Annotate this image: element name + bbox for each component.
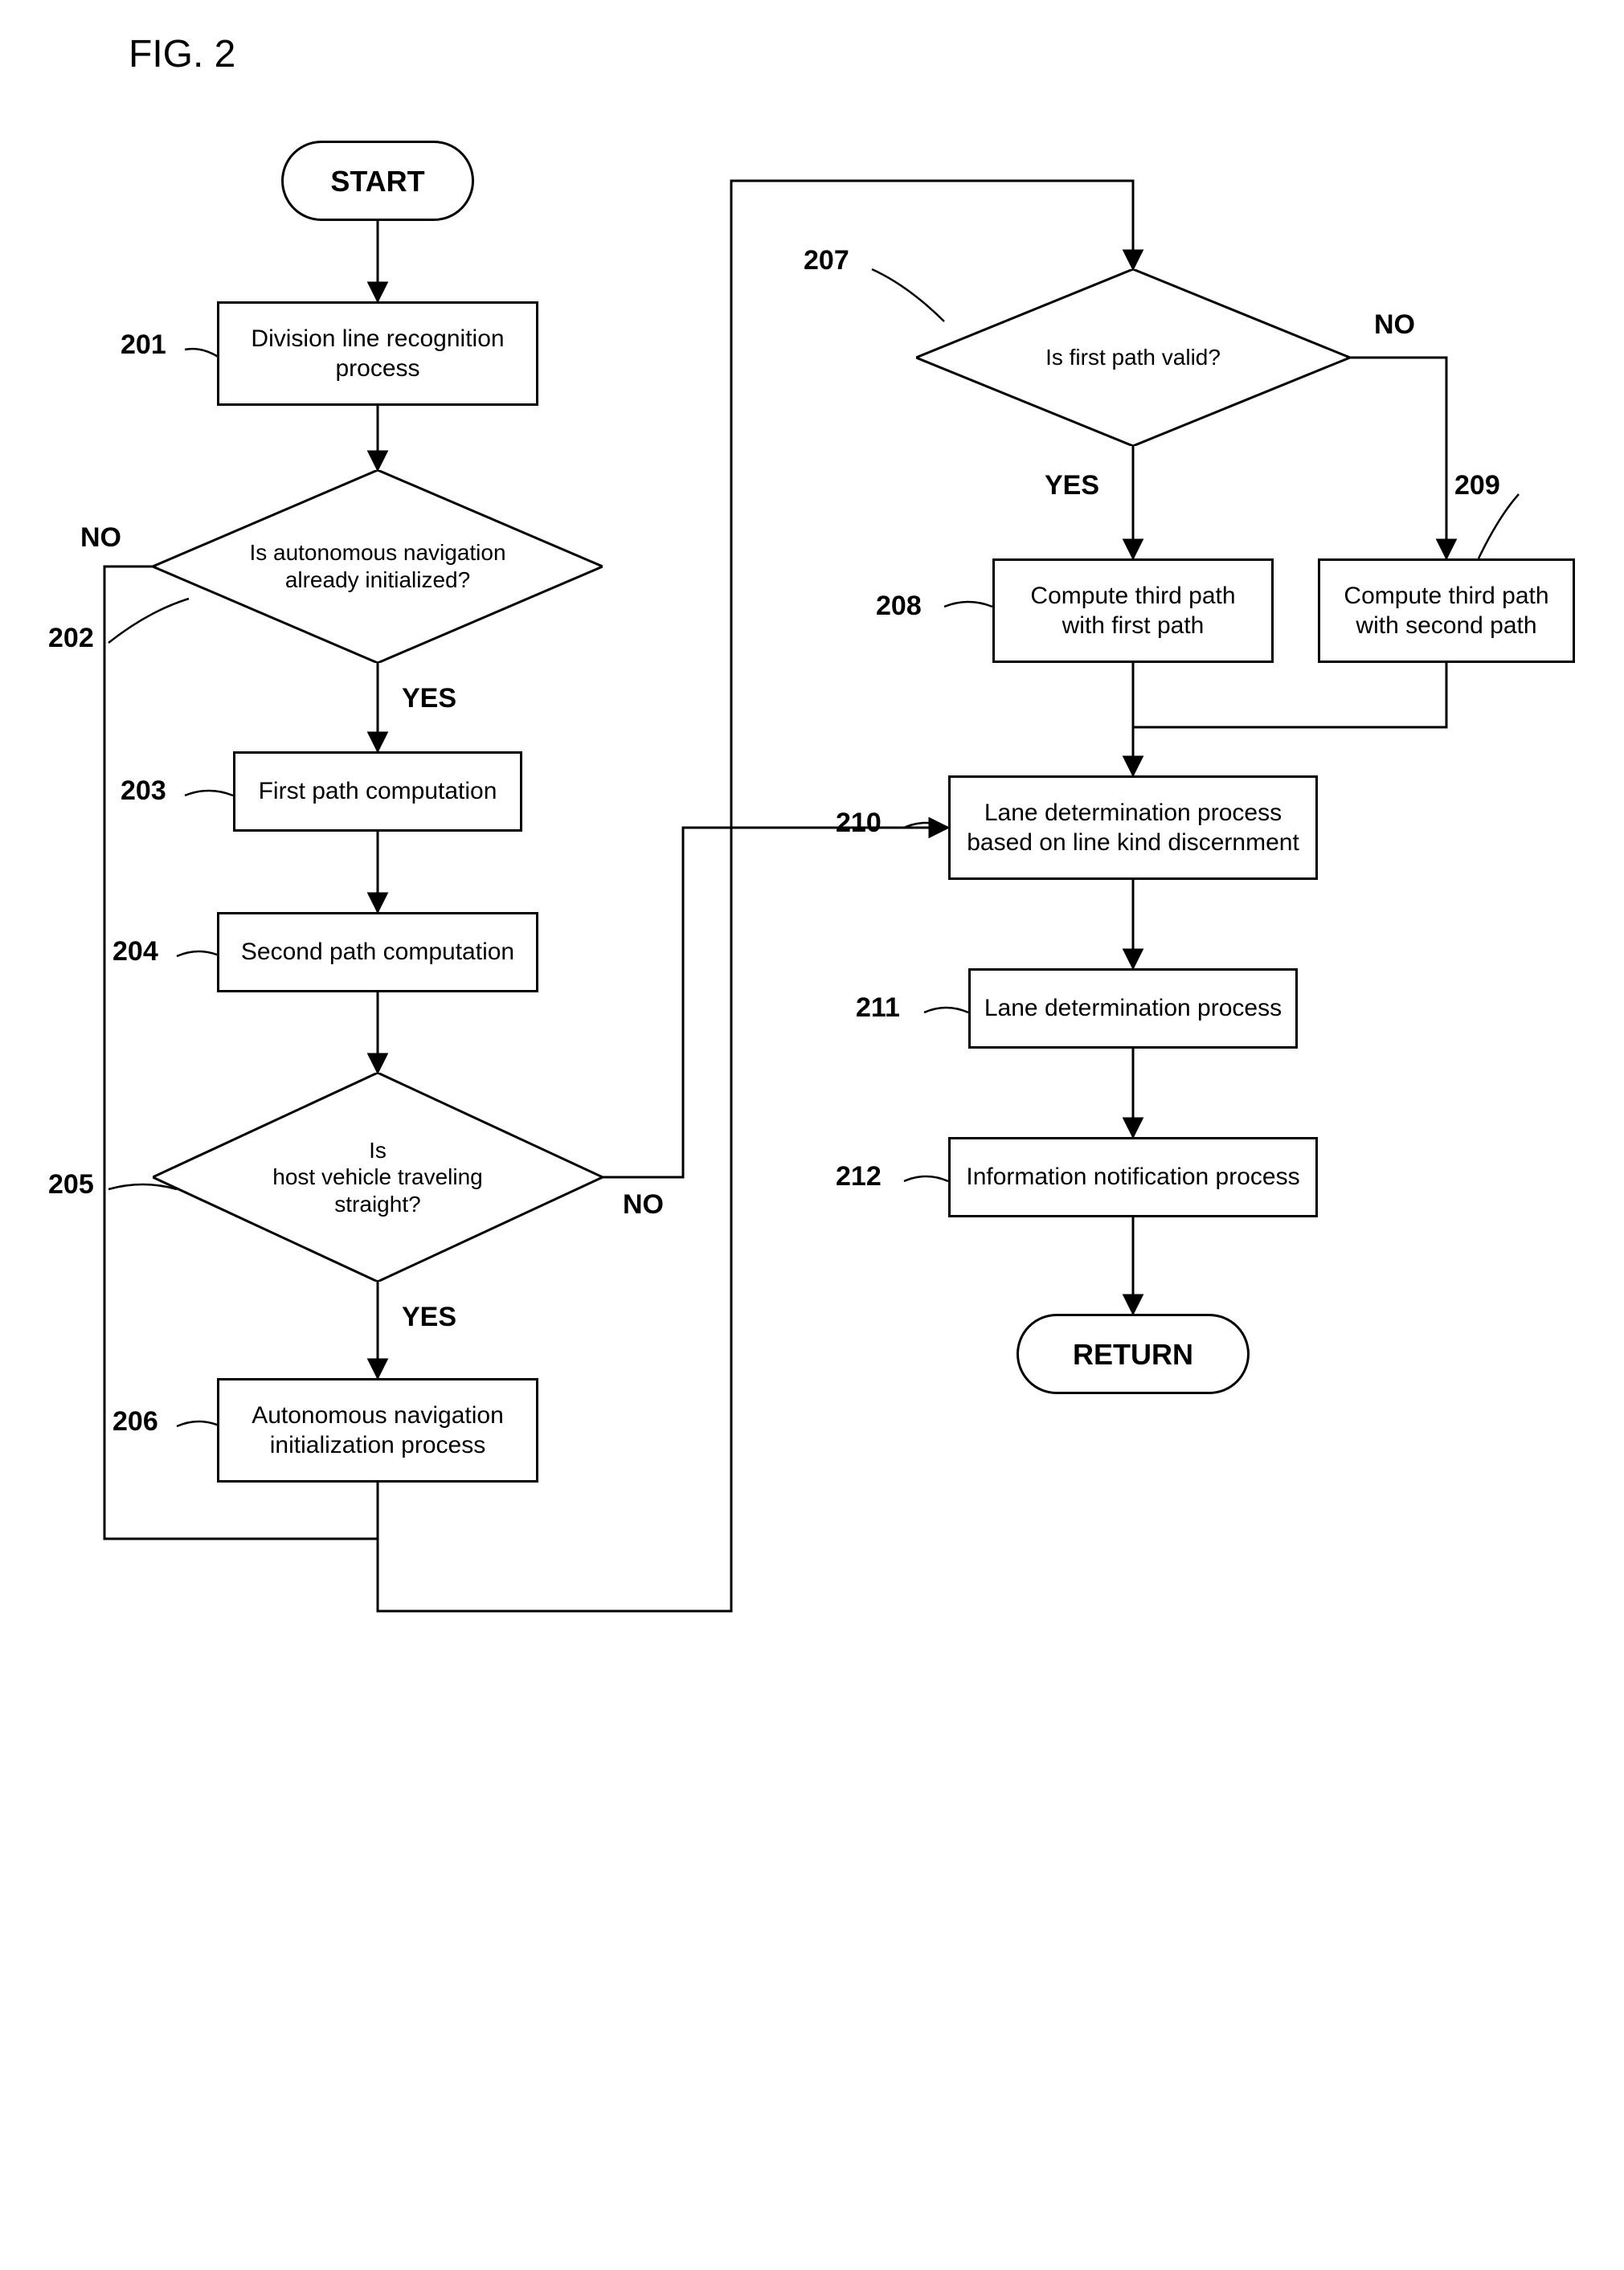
ref-label-206: 206 [112, 1406, 158, 1438]
ref-leader [1479, 494, 1519, 558]
ref-leader [904, 1176, 948, 1181]
ref-label-201: 201 [121, 329, 166, 361]
decision-n202: Is autonomous navigationalready initiali… [153, 470, 603, 663]
ref-label-208: 208 [876, 591, 922, 622]
edge-n209_b-n210_join [1133, 663, 1446, 727]
terminal-start: START [281, 141, 474, 221]
edge-label-n202_yes: YES [402, 683, 456, 714]
ref-label-211: 211 [856, 992, 900, 1024]
ref-label-210: 210 [836, 808, 882, 839]
process-n203: First path computation [233, 751, 522, 832]
terminal-return: RETURN [1017, 1314, 1250, 1394]
ref-label-212: 212 [836, 1161, 882, 1192]
ref-leader [904, 823, 948, 828]
figure-title: FIG. 2 [129, 32, 1592, 76]
ref-leader [944, 602, 992, 607]
ref-leader [185, 791, 233, 796]
decision-label-n207: Is first path valid? [916, 269, 1350, 446]
process-n204: Second path computation [217, 912, 538, 992]
edge-label-n202_no: NO [80, 522, 121, 554]
process-n206: Autonomous navigationinitialization proc… [217, 1378, 538, 1483]
ref-label-207: 207 [804, 245, 849, 276]
ref-leader [177, 951, 221, 956]
ref-label-205: 205 [48, 1169, 94, 1200]
edge-label-n205_yes: YES [402, 1302, 456, 1333]
flowchart-canvas: START Division line recognitionprocess 201… [32, 108, 1592, 2238]
edge-label-n207_no: NO [1374, 309, 1415, 341]
ref-leader [924, 1008, 968, 1012]
ref-label-203: 203 [121, 775, 166, 807]
edge-n207_r_no-n209_t [1350, 358, 1446, 558]
ref-leader [177, 1421, 221, 1426]
process-n209: Compute third pathwith second path [1318, 558, 1575, 663]
process-n210: Lane determination processbased on line … [948, 775, 1318, 880]
ref-label-204: 204 [112, 936, 158, 967]
process-n201: Division line recognitionprocess [217, 301, 538, 406]
process-n208: Compute third pathwith first path [992, 558, 1274, 663]
edge-label-n205_no: NO [623, 1189, 664, 1221]
decision-n205: Ishost vehicle travelingstraight? [153, 1073, 603, 1282]
ref-label-209: 209 [1454, 470, 1500, 501]
edge-label-n207_yes: YES [1045, 470, 1099, 501]
process-n212: Information notification process [948, 1137, 1318, 1217]
decision-n207: Is first path valid? [916, 269, 1350, 446]
decision-label-n205: Ishost vehicle travelingstraight? [153, 1073, 603, 1282]
ref-label-202: 202 [48, 623, 94, 654]
decision-label-n202: Is autonomous navigationalready initiali… [153, 470, 603, 663]
process-n211: Lane determination process [968, 968, 1298, 1049]
